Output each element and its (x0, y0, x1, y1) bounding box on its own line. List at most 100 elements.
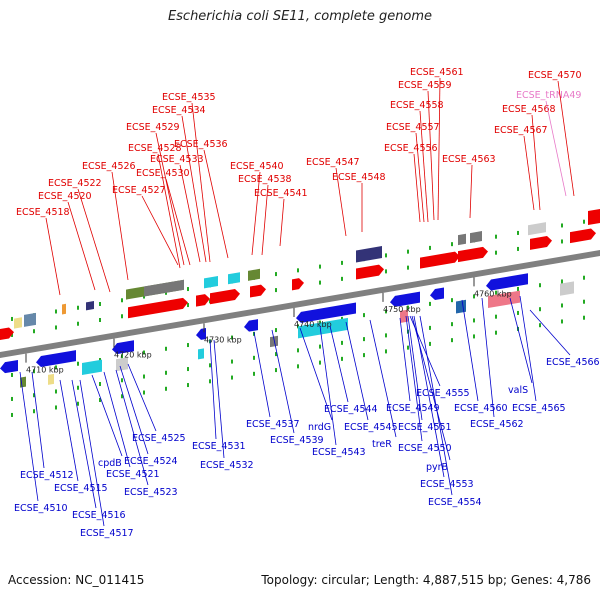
gene-block (356, 246, 382, 263)
forward-gene-arrow (0, 327, 14, 340)
gene-block (298, 317, 348, 339)
gene-block (400, 309, 408, 323)
label-leader-line (437, 77, 441, 221)
label-leader-line (407, 315, 423, 421)
label-leader-line (253, 331, 271, 418)
label-leader-line (119, 365, 149, 455)
gene-label: treR (372, 439, 392, 450)
reverse-gene-arrow (0, 359, 18, 374)
gene-label: ECSE_4521 (106, 469, 160, 480)
accession-text: Accession: NC_011415 (8, 573, 145, 587)
gene-label: ECSE_4558 (390, 100, 444, 111)
label-leader-line (531, 114, 541, 211)
gene-block (82, 359, 102, 376)
gene-label: ECSE_4545 (344, 422, 398, 433)
label-leader-line (213, 339, 225, 459)
gene-block (228, 272, 240, 285)
label-leader-line (369, 319, 397, 438)
gene-label: ECSE_4525 (132, 433, 186, 444)
gene-label: ECSE_4563 (442, 154, 496, 165)
label-leader-line (141, 195, 179, 266)
gene-label: ECSE_4568 (502, 104, 556, 115)
forward-gene-arrow (458, 246, 488, 263)
gene-block (24, 312, 36, 327)
gene-label: ECSE_4528 (128, 143, 182, 154)
label-leader-line (19, 371, 39, 502)
label-leader-line (405, 315, 423, 442)
gene-label: ECSE_4529 (126, 122, 180, 133)
label-leader-line (251, 171, 261, 256)
gene-label: ECSE_4550 (398, 443, 452, 454)
forward-gene-arrow (292, 278, 304, 291)
gene-label: ECSE_4522 (48, 178, 102, 189)
gene-label: ECSE_4549 (386, 403, 440, 414)
gene-label: ECSE_4523 (124, 487, 178, 498)
label-leader-line (319, 325, 337, 446)
gene-label: ECSE_4543 (312, 447, 366, 458)
gene-label: ECSE_4567 (494, 125, 548, 136)
label-leader-line (329, 325, 349, 403)
gene-block (458, 233, 466, 246)
label-leader-line (529, 309, 571, 356)
label-leader-line (111, 171, 129, 281)
label-leader-line (191, 102, 211, 263)
label-leader-line (469, 164, 473, 219)
reverse-gene-arrow (430, 287, 444, 301)
label-leader-line (335, 167, 347, 237)
label-leader-line (519, 295, 537, 402)
forward-gene-arrow (250, 284, 266, 298)
gene-label: ECSE_4566 (546, 357, 600, 368)
gene-label: ECSE_4520 (38, 191, 92, 202)
label-leader-line (427, 90, 435, 221)
label-leader-line (203, 149, 229, 259)
label-leader-line (509, 297, 533, 384)
reverse-gene-arrow (244, 319, 258, 332)
gene-label: ECSE_4535 (162, 92, 216, 103)
forward-gene-arrow (420, 251, 460, 269)
gene-label: cpdB (98, 458, 122, 469)
gene-label: ECSE_4537 (246, 419, 300, 430)
gene-label: ECSE_4531 (192, 441, 246, 452)
axis-tick-label: 4720 kbp (114, 351, 152, 360)
label-leader-line (419, 315, 453, 496)
axis-tick-label: 4760 kbp (474, 289, 512, 298)
gene-label: ECSE_4533 (150, 154, 204, 165)
forward-gene-arrow (128, 297, 188, 319)
label-leader-line (481, 297, 495, 418)
gene-label: ECSE_4565 (512, 403, 566, 414)
gene-label: ECSE_4559 (398, 80, 452, 91)
gene-label: ECSE_4541 (254, 188, 308, 199)
label-leader-line (31, 371, 45, 469)
gene-label: ECSE_4538 (238, 174, 292, 185)
axis-tick-label: 4730 kbp (204, 335, 242, 344)
label-leader-line (461, 299, 479, 402)
reverse-gene-arrow (390, 291, 420, 307)
label-leader-line (523, 135, 535, 211)
label-leader-line (59, 379, 79, 482)
gene-label: ECSE_4517 (80, 528, 134, 539)
label-leader-line (155, 132, 185, 266)
label-leader-line (79, 379, 105, 527)
label-leader-line (77, 188, 111, 293)
label-leader-line (115, 369, 149, 486)
gene-block (144, 279, 184, 297)
gene-label: ECSE_4516 (72, 510, 126, 521)
label-leader-line (179, 164, 201, 263)
gene-label: ECSE_4561 (410, 67, 464, 78)
gene-block (528, 222, 546, 236)
label-leader-line (271, 329, 295, 434)
gene-block (488, 290, 520, 309)
label-leader-line (165, 178, 191, 266)
label-leader-line (409, 315, 441, 387)
forward-gene-arrow (210, 289, 240, 305)
gene-label: ECSE_4547 (306, 157, 360, 168)
gene-block (270, 335, 278, 348)
label-leader-line (413, 315, 445, 478)
gene-block (470, 231, 482, 244)
label-leader-line (557, 80, 575, 197)
gene-label: ECSE_4548 (332, 172, 386, 183)
label-leader-line (399, 317, 411, 402)
forward-gene-arrow (570, 228, 596, 244)
